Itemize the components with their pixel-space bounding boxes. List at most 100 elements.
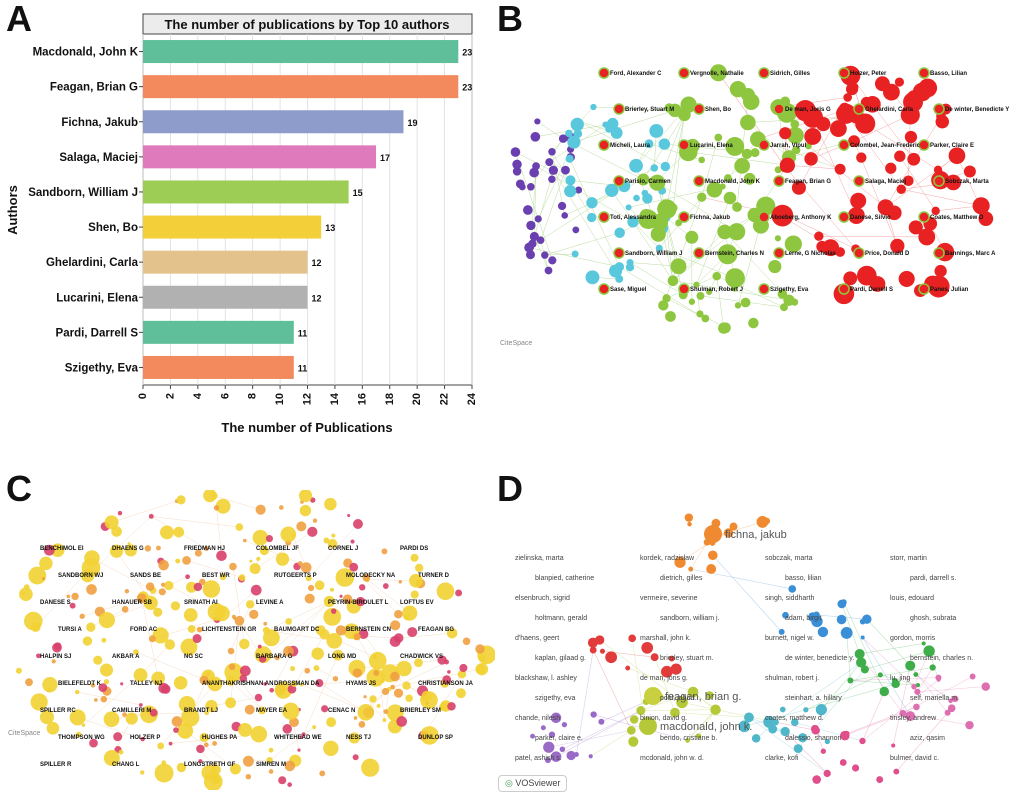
network-node <box>904 130 918 144</box>
network-edge <box>347 562 399 615</box>
network-node <box>815 704 827 716</box>
network-node <box>859 737 866 745</box>
x-tick-label: 12 <box>302 393 314 405</box>
network-node <box>443 659 450 665</box>
network-node <box>978 211 994 227</box>
network-b-label: Coates, Matthew D <box>930 215 984 221</box>
network-node <box>122 712 127 717</box>
network-node <box>812 775 822 784</box>
network-node <box>649 174 666 191</box>
network-d-label: louis, edouard <box>890 595 934 602</box>
network-hub-node <box>598 67 610 79</box>
network-edge <box>532 170 554 244</box>
network-c-label: SIMREN M <box>256 762 286 768</box>
network-hub-node <box>758 283 770 295</box>
network-node <box>877 672 883 678</box>
network-edge <box>534 236 549 271</box>
network-edge <box>308 523 359 579</box>
network-node <box>893 768 900 775</box>
network-node <box>249 563 261 575</box>
network-hub-node <box>918 67 930 79</box>
network-c-label: TURSI A <box>58 627 82 633</box>
network-node <box>410 553 419 562</box>
network-hub-node <box>773 175 785 187</box>
network-node <box>323 740 339 756</box>
network-node <box>249 559 253 563</box>
network-node <box>548 256 557 265</box>
network-node <box>740 114 756 131</box>
network-d-label: sandborn, william j. <box>660 615 720 622</box>
network-node <box>742 93 760 110</box>
network-c-label: PEYRIN-BIROULET L <box>328 600 389 606</box>
network-node <box>357 703 375 721</box>
network-node <box>173 676 188 690</box>
network-edge <box>665 114 685 167</box>
network-edge <box>601 701 647 722</box>
network-edge <box>681 702 776 723</box>
network-node <box>806 115 817 127</box>
network-node <box>860 635 865 640</box>
network-node <box>332 649 344 661</box>
network-edge <box>555 710 642 757</box>
network-edge <box>576 649 594 755</box>
network-edge <box>659 247 736 279</box>
category-label: Fichna, Jakub <box>61 117 138 129</box>
network-node <box>885 162 897 174</box>
network-b-label: Salaga, Maciej <box>865 179 906 185</box>
network-edge <box>619 266 706 319</box>
network-node <box>891 679 900 689</box>
network-d-label: blackshaw, l. ashley <box>515 675 577 682</box>
network-edge <box>364 696 385 721</box>
network-c-label: HALPIN SJ <box>40 654 71 660</box>
network-d-label: de man, joris g. <box>640 675 688 682</box>
network-d-label: elsenbruch, sigrid <box>515 595 570 602</box>
network-node <box>185 581 197 593</box>
network-node <box>180 708 200 727</box>
network-edge <box>672 280 790 301</box>
network-node <box>193 582 203 592</box>
network-b-label: Danese, Silvio <box>850 215 891 221</box>
network-node <box>420 726 439 745</box>
network-edge <box>866 618 911 666</box>
network-node <box>250 725 268 743</box>
network-node <box>510 147 521 157</box>
network-node <box>836 614 847 625</box>
network-edge <box>672 114 685 208</box>
x-tick-label: 2 <box>164 393 176 399</box>
network-d-label: burnett, nigel w. <box>765 635 814 642</box>
network-node <box>366 668 385 687</box>
network-node <box>339 594 343 598</box>
network-node <box>352 754 359 761</box>
network-edge <box>818 235 927 238</box>
network-edge <box>367 579 416 581</box>
network-hub-node <box>758 139 770 151</box>
network-edge <box>785 167 856 250</box>
network-node <box>642 193 653 204</box>
network-hub-node <box>704 525 722 543</box>
network-edge <box>775 722 816 731</box>
category-labels: Macdonald, John K Feagan, Brian G Fichna, … <box>28 47 143 374</box>
network-edge <box>551 106 594 152</box>
network-node <box>717 244 738 265</box>
network-edge <box>185 730 236 770</box>
network-c-label: MAYER EA <box>256 708 288 714</box>
network-node <box>390 620 401 631</box>
network-node <box>550 712 562 724</box>
network-node <box>610 126 623 139</box>
network-node <box>660 161 671 172</box>
network-edge <box>515 151 553 261</box>
network-hub-node <box>678 67 690 79</box>
network-d-label: aziz, qasim <box>910 735 945 742</box>
network-c-label: FEAGAN BG <box>418 627 454 633</box>
network-b-label: Sidrich, Gilles <box>770 71 811 77</box>
network-node <box>198 759 203 764</box>
network-node <box>587 212 597 223</box>
network-node <box>199 732 209 743</box>
network-node <box>921 641 926 646</box>
network-node <box>297 748 301 752</box>
network-edge <box>744 709 806 727</box>
network-node <box>69 602 76 609</box>
network-c-label: LONG MD <box>328 654 357 660</box>
network-node <box>335 625 347 636</box>
network-edge <box>896 708 952 772</box>
